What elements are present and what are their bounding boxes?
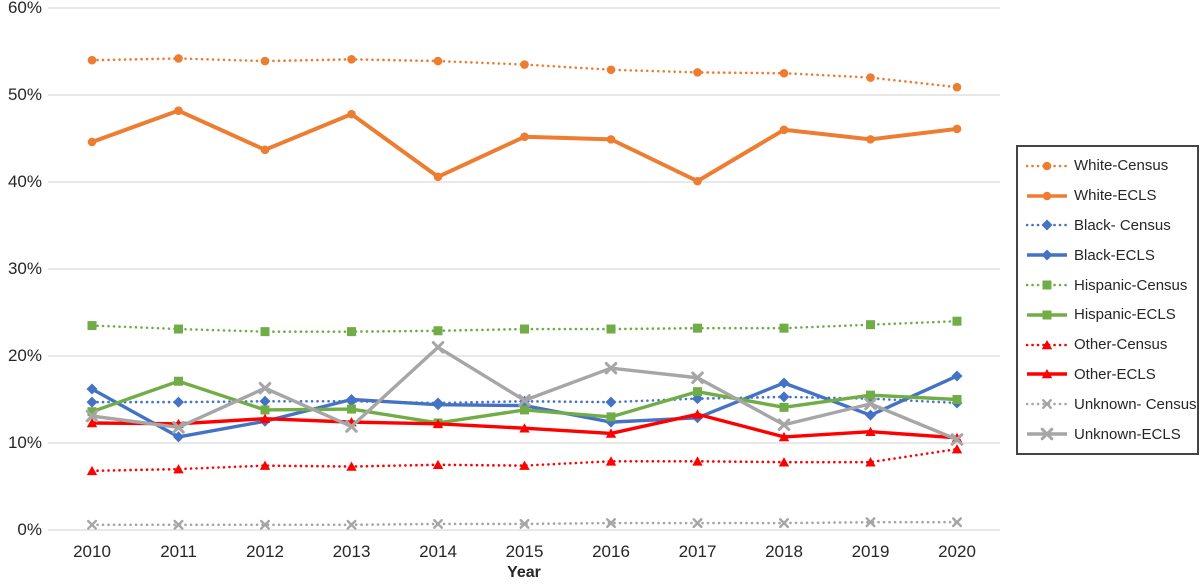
x-axis-tick-label: 2019 bbox=[851, 542, 890, 561]
legend-item-black-census: Black- Census bbox=[1026, 216, 1197, 234]
y-axis-tick-label: 60% bbox=[7, 0, 42, 17]
legend: White-Census White-ECLS Black- Census Black… bbox=[1016, 145, 1199, 455]
legend-key-icon bbox=[1026, 280, 1068, 290]
legend-item-white-census: White-Census bbox=[1026, 157, 1197, 175]
series-unknown-census bbox=[86, 517, 962, 530]
y-axis-tick-label: 40% bbox=[7, 172, 42, 191]
legend-key-icon bbox=[1026, 219, 1068, 231]
legend-item-hispanic-ecls: Hispanic-ECLS bbox=[1026, 306, 1197, 324]
legend-item-white-ecls: White-ECLS bbox=[1026, 187, 1197, 205]
x-axis-tick-label: 2016 bbox=[592, 542, 630, 561]
legend-label: Unknown-ECLS bbox=[1074, 425, 1181, 443]
x-axis-tick-label: 2020 bbox=[938, 542, 976, 561]
series-white-ecls bbox=[87, 106, 962, 186]
legend-label: White-ECLS bbox=[1074, 187, 1157, 205]
y-axis-tick-label: 0% bbox=[17, 520, 42, 539]
x-axis-tick-label: 2012 bbox=[246, 542, 284, 561]
legend-label: Black-ECLS bbox=[1074, 246, 1155, 264]
legend-label: White-Census bbox=[1074, 157, 1169, 175]
series-white-census bbox=[87, 54, 962, 92]
legend-item-unknown-census: Unknown- Census bbox=[1026, 395, 1197, 413]
x-axis-tick-label: 2017 bbox=[678, 542, 717, 561]
x-axis-tick-label: 2018 bbox=[765, 542, 803, 561]
legend-label: Hispanic-Census bbox=[1074, 276, 1188, 294]
legend-label: Other-ECLS bbox=[1074, 365, 1156, 383]
legend-item-other-ecls: Other-ECLS bbox=[1026, 365, 1197, 383]
x-axis-tick-label: 2011 bbox=[160, 542, 197, 561]
legend-item-black-ecls: Black-ECLS bbox=[1026, 246, 1197, 264]
legend-label: Unknown- Census bbox=[1074, 395, 1197, 413]
legend-label: Black- Census bbox=[1074, 216, 1171, 234]
series-other-census bbox=[86, 444, 963, 476]
legend-key-icon bbox=[1026, 399, 1068, 410]
y-axis-tick-label: 50% bbox=[7, 85, 42, 104]
y-axis-tick-label: 10% bbox=[7, 433, 42, 452]
y-axis-tick-label: 30% bbox=[7, 259, 42, 278]
legend-key-icon bbox=[1027, 427, 1067, 441]
legend-key-icon bbox=[1027, 369, 1067, 379]
x-axis-tick-label: 2013 bbox=[332, 542, 371, 561]
legend-item-unknown-ecls: Unknown-ECLS bbox=[1026, 425, 1197, 443]
legend-item-hispanic-census: Hispanic-Census bbox=[1026, 276, 1197, 294]
legend-label: Other-Census bbox=[1074, 336, 1168, 354]
series-unknown-ecls bbox=[85, 341, 964, 446]
x-axis-tick-label: 2014 bbox=[419, 542, 457, 561]
legend-item-other-census: Other-Census bbox=[1026, 336, 1197, 354]
legend-key-icon bbox=[1026, 339, 1068, 349]
legend-label: Hispanic-ECLS bbox=[1074, 306, 1176, 324]
x-axis-title: Year bbox=[507, 564, 541, 581]
x-axis-tick-label: 2015 bbox=[505, 542, 544, 561]
legend-key-icon bbox=[1027, 191, 1067, 200]
y-axis-tick-label: 20% bbox=[7, 346, 42, 365]
legend-key-icon bbox=[1026, 161, 1068, 171]
legend-key-icon bbox=[1027, 310, 1067, 320]
legend-key-icon bbox=[1027, 249, 1067, 261]
series-hispanic-census bbox=[87, 316, 962, 337]
x-axis-tick-label: 2010 bbox=[73, 542, 111, 561]
